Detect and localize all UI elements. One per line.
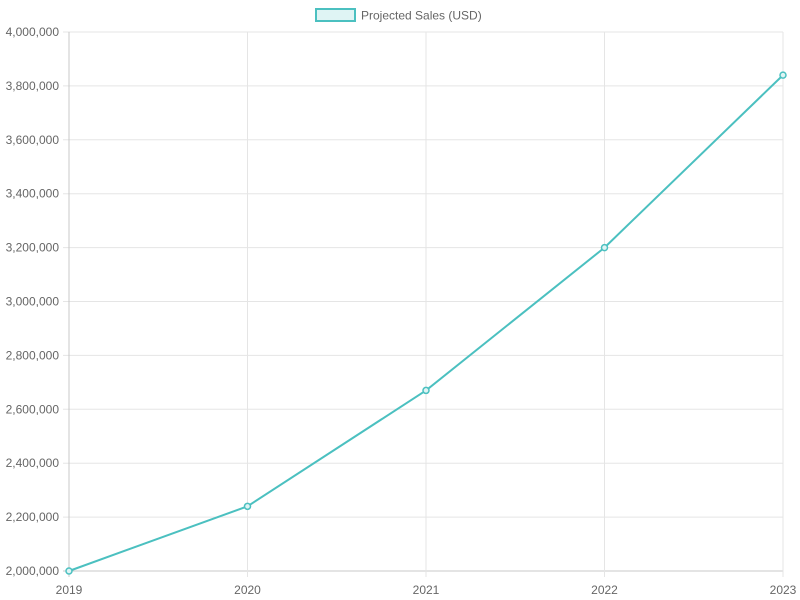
y-tick-label: 2,200,000 (6, 510, 60, 524)
y-tick-label: 3,800,000 (6, 79, 60, 93)
y-tick-label: 2,800,000 (6, 348, 60, 362)
data-point[interactable] (779, 71, 787, 79)
x-tick-label: 2019 (56, 583, 83, 597)
series-group (65, 71, 787, 575)
data-point[interactable] (600, 243, 609, 252)
y-tick-label: 2,000,000 (6, 564, 60, 578)
legend-label[interactable]: Projected Sales (USD) (361, 9, 482, 23)
x-tick-label: 2023 (770, 583, 797, 597)
y-tick-label: 2,400,000 (6, 456, 60, 470)
x-tick-label: 2021 (413, 583, 440, 597)
x-axis: 2019 2020 2021 2022 2023 (56, 583, 797, 597)
grid (63, 31, 784, 577)
data-point[interactable] (422, 386, 430, 395)
y-tick-label: 3,200,000 (6, 241, 60, 255)
legend[interactable]: Projected Sales (USD) (315, 8, 482, 23)
legend-swatch[interactable] (315, 8, 356, 22)
data-point[interactable] (65, 567, 73, 575)
y-tick-label: 3,400,000 (6, 187, 60, 201)
data-point[interactable] (243, 502, 252, 511)
y-tick-label: 3,000,000 (6, 295, 60, 309)
x-tick-label: 2022 (591, 583, 618, 597)
y-tick-label: 4,000,000 (6, 25, 60, 39)
y-tick-label: 3,600,000 (6, 133, 60, 147)
y-tick-label: 2,600,000 (6, 402, 60, 416)
y-axis: 2,000,000 2,200,000 2,400,000 2,600,000 2,80… (6, 25, 60, 578)
x-tick-label: 2020 (234, 583, 261, 597)
